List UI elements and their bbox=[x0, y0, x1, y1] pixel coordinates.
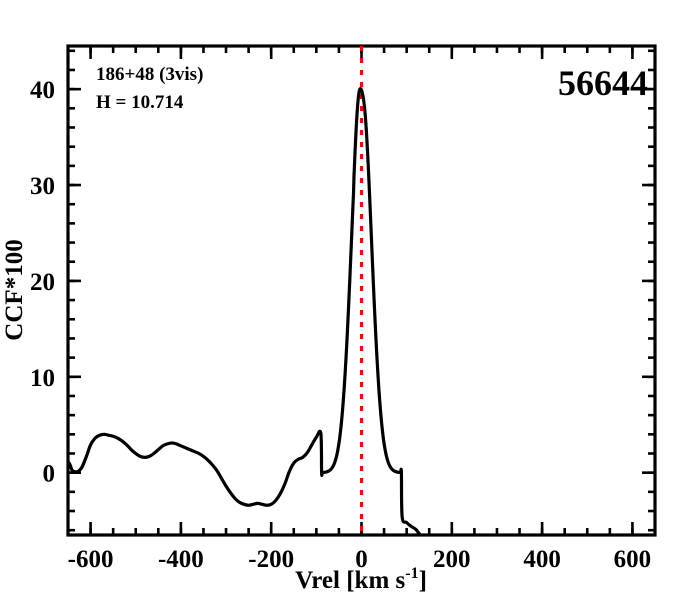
tick-labels: -600 -400 -200 0 200 400 600 0 10 20 30 40 bbox=[30, 77, 651, 573]
x-axis-title: Vrel [km s-1] bbox=[295, 565, 427, 594]
x-tick-label: 600 bbox=[614, 546, 652, 573]
y-tick-label: 0 bbox=[43, 461, 56, 488]
y-tick-label: 10 bbox=[30, 365, 55, 392]
x-tick-label: 0 bbox=[355, 546, 368, 573]
x-tick-label: -200 bbox=[248, 546, 294, 573]
x-tick-label: 200 bbox=[433, 546, 471, 573]
y-axis-title: CCF*100 bbox=[1, 239, 28, 340]
y-tick-label: 20 bbox=[30, 269, 55, 296]
mjd-label: 56644 bbox=[558, 63, 648, 103]
y-tick-label: 40 bbox=[30, 77, 55, 104]
y-tick-label: 30 bbox=[30, 173, 55, 200]
target-id-annotation: 186+48 (3vis) bbox=[96, 64, 203, 85]
ccf-curve bbox=[68, 87, 422, 535]
x-tick-label: 400 bbox=[523, 546, 561, 573]
ccf-trace-segment bbox=[68, 87, 422, 535]
x-tick-label: -600 bbox=[68, 546, 114, 573]
axis-ticks bbox=[66, 46, 657, 535]
x-tick-label: -400 bbox=[158, 546, 204, 573]
h-magnitude-annotation: H = 10.714 bbox=[96, 92, 184, 113]
